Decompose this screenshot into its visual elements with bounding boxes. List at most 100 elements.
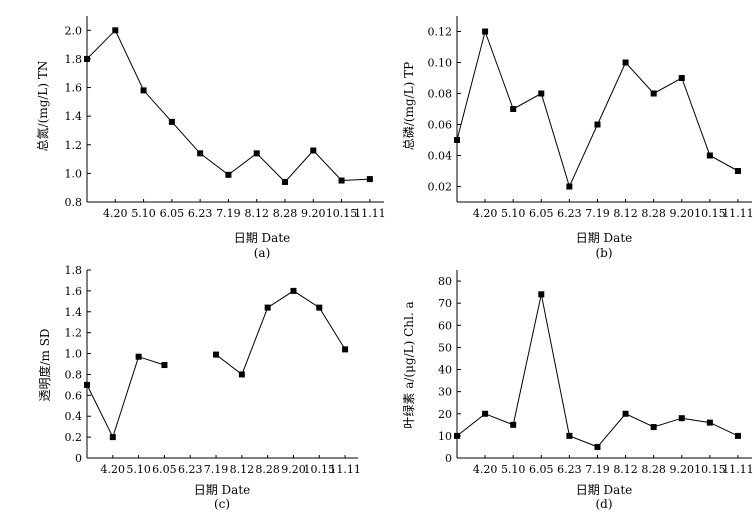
chart-d-xtick-label: 5.10 xyxy=(501,463,526,476)
chart-c-caption: (c) xyxy=(214,497,230,511)
chart-a-xtick-label: 4.20 xyxy=(103,207,128,220)
chart-a-point-4 xyxy=(197,150,204,157)
chart-c-point-7 xyxy=(264,304,271,311)
chart-a: 日期 Date (a) 总氮/(mg/L) TN 0.8 1.0 1.2 1.4 1.6… xyxy=(35,16,386,260)
chart-c-point-2 xyxy=(135,353,142,360)
chart-a-point-9 xyxy=(338,177,345,184)
chart-b-ytick-label: 0.10 xyxy=(428,57,453,70)
chart-c-xtick-label: 9.20 xyxy=(281,463,306,476)
chart-c-ytick-label: 0.8 xyxy=(65,368,83,381)
chart-a-point-10 xyxy=(366,176,373,183)
chart-d-series-line-0 xyxy=(456,294,739,448)
chart-c-point-3 xyxy=(161,362,168,369)
chart-c-ylabel: 透明度/m SD xyxy=(37,328,52,401)
chart-a-ytick-label: 1.6 xyxy=(65,82,83,95)
chart-b-point-1 xyxy=(482,28,489,35)
chart-c-xlabel: 日期 Date xyxy=(194,483,251,497)
chart-a-series-line-0 xyxy=(86,29,370,183)
chart-d-ytick-label: 80 xyxy=(438,275,452,288)
chart-b-point-7 xyxy=(650,90,657,97)
chart-a-ytick-label: 1.4 xyxy=(65,110,83,123)
chart-a-xtick-label: 8.12 xyxy=(244,207,269,220)
chart-d-ytick-label: 10 xyxy=(438,430,452,443)
chart-d-ytick-label: 40 xyxy=(438,364,452,377)
chart-c-xtick-label: 4.20 xyxy=(101,463,126,476)
chart-b-ytick-label: 0.12 xyxy=(428,26,453,39)
chart-b-point-6 xyxy=(622,59,629,66)
chart-a-ytick-label: 1.0 xyxy=(65,167,83,180)
chart-d-point-10 xyxy=(734,432,741,439)
chart-b-xtick-label: 5.10 xyxy=(501,207,526,220)
chart-a-xtick-label: 5.10 xyxy=(131,207,156,220)
chart-d-point-7 xyxy=(650,424,657,431)
chart-b-point-0 xyxy=(454,137,460,143)
chart-a-point-2 xyxy=(140,87,147,94)
chart-c-point-1 xyxy=(109,434,116,441)
chart-a-xtick-label: 11.11 xyxy=(354,207,386,220)
chart-b-ylabel: 总磷/(mg/L) TP xyxy=(401,62,416,150)
chart-c-point-0 xyxy=(84,381,90,388)
chart-b-xtick-label: 6.05 xyxy=(529,207,554,220)
chart-d-xtick-label: 11.11 xyxy=(722,463,754,476)
chart-a-point-1 xyxy=(112,27,119,34)
chart-d-xtick-label: 7.19 xyxy=(585,463,610,476)
chart-d-xtick-label: 6.23 xyxy=(557,463,582,476)
chart-d-point-2 xyxy=(510,421,517,428)
chart-c-xtick-label: 6.05 xyxy=(152,463,177,476)
chart-d-xtick-label: 4.20 xyxy=(473,463,498,476)
chart-b-xtick-label: 8.12 xyxy=(613,207,638,220)
chart-c-series-line-0 xyxy=(86,356,165,439)
chart-c-point-9 xyxy=(316,304,323,311)
chart-c-xtick-label: 5.10 xyxy=(126,463,151,476)
chart-c-ytick-label: 1.8 xyxy=(65,264,83,277)
chart-b-xtick-label: 10.15 xyxy=(694,207,726,220)
chart-c-ytick-label: 0.6 xyxy=(65,389,83,402)
chart-d-xtick-label: 6.05 xyxy=(529,463,554,476)
chart-d: 日期 Date (d) 叶绿素 a/(μg/L) Chl. a 0 10 20 30 4… xyxy=(401,270,754,511)
chart-c-xtick-label: 10.15 xyxy=(304,463,336,476)
chart-d-xlabel: 日期 Date xyxy=(576,483,633,497)
chart-c-point-8 xyxy=(290,287,297,294)
chart-c-series-line-1 xyxy=(215,290,346,376)
chart-b: 日期 Date (b) 总磷/(mg/L) TP 0.02 0.04 0.06 0.0… xyxy=(401,16,754,260)
chart-d-ytick-label: 70 xyxy=(438,297,452,310)
chart-d-point-8 xyxy=(678,415,685,422)
chart-d-point-5 xyxy=(594,443,601,450)
chart-d-point-3 xyxy=(538,291,545,298)
chart-d-point-0 xyxy=(454,432,460,439)
chart-b-point-2 xyxy=(510,106,517,112)
chart-a-xtick-label: 6.05 xyxy=(160,207,185,220)
chart-d-ytick-label: 50 xyxy=(438,341,452,354)
chart-a-xtick-label: 10.15 xyxy=(326,207,358,220)
chart-a-point-0 xyxy=(84,55,90,62)
chart-a-caption: (a) xyxy=(254,246,271,260)
chart-b-point-4 xyxy=(566,183,573,190)
chart-b-ytick-label: 0.02 xyxy=(428,181,453,194)
chart-c-point-6 xyxy=(238,371,245,378)
chart-d-xtick-label: 8.12 xyxy=(613,463,638,476)
chart-a-point-3 xyxy=(168,118,175,125)
chart-b-ytick-label: 0.06 xyxy=(428,119,453,132)
chart-a-xtick-label: 6.23 xyxy=(188,207,213,220)
chart-a-xtick-label: 7.19 xyxy=(216,207,241,220)
chart-b-xtick-label: 7.19 xyxy=(585,207,610,220)
chart-d-caption: (d) xyxy=(595,497,612,511)
chart-d-point-9 xyxy=(706,419,713,426)
chart-b-ytick-label: 0.04 xyxy=(428,150,453,163)
chart-c-point-5 xyxy=(213,351,220,358)
chart-b-ytick-label: 0.08 xyxy=(428,88,453,101)
chart-b-xtick-label: 6.23 xyxy=(557,207,582,220)
chart-a-xtick-label: 8.28 xyxy=(273,207,298,220)
chart-d-point-1 xyxy=(482,410,489,417)
chart-a-ytick-label: 0.8 xyxy=(65,196,83,209)
chart-a-ytick-label: 2.0 xyxy=(65,24,83,37)
chart-b-xtick-label: 9.20 xyxy=(670,207,695,220)
chart-a-ylabel: 总氮/(mg/L) TN xyxy=(35,61,50,152)
chart-a-point-7 xyxy=(282,178,288,185)
chart-d-ytick-label: 0 xyxy=(445,452,452,465)
chart-c-ytick-label: 0 xyxy=(75,452,82,465)
chart-a-xtick-label: 9.20 xyxy=(301,207,326,220)
chart-a-ytick-label: 1.2 xyxy=(65,139,83,152)
chart-d-ytick-label: 20 xyxy=(438,408,452,421)
chart-c-point-10 xyxy=(342,346,349,353)
